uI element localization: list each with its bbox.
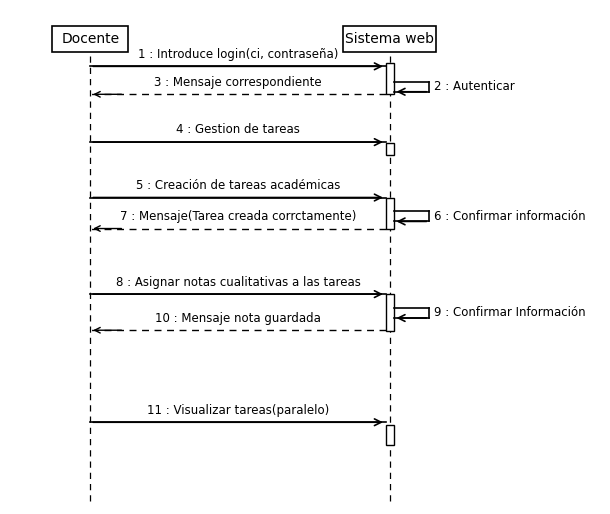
- Text: 8 : Asignar notas cualitativas a las tareas: 8 : Asignar notas cualitativas a las tar…: [116, 276, 361, 288]
- Text: 7 : Mensaje(Tarea creada corrctamente): 7 : Mensaje(Tarea creada corrctamente): [120, 210, 356, 223]
- Text: 1 : Introduce login(ci, contraseña): 1 : Introduce login(ci, contraseña): [138, 48, 338, 61]
- Text: 9 : Confirmar Información: 9 : Confirmar Información: [434, 306, 586, 319]
- Text: 5 : Creación de tareas académicas: 5 : Creación de tareas académicas: [136, 179, 340, 192]
- Text: 6 : Confirmar información: 6 : Confirmar información: [434, 210, 586, 223]
- Bar: [52, 26, 129, 52]
- Text: Sistema web: Sistema web: [345, 32, 434, 46]
- Bar: [386, 142, 393, 155]
- Text: 10 : Mensaje nota guardada: 10 : Mensaje nota guardada: [155, 311, 321, 325]
- Text: 3 : Mensaje correspondiente: 3 : Mensaje correspondiente: [154, 76, 322, 89]
- Text: Docente: Docente: [61, 32, 120, 46]
- Text: 4 : Gestion de tareas: 4 : Gestion de tareas: [176, 123, 300, 137]
- Bar: [386, 63, 393, 94]
- Text: 11 : Visualizar tareas(paralelo): 11 : Visualizar tareas(paralelo): [147, 403, 329, 417]
- Bar: [386, 425, 393, 445]
- Bar: [343, 26, 436, 52]
- Bar: [386, 197, 393, 229]
- Bar: [386, 294, 393, 331]
- Text: 2 : Autenticar: 2 : Autenticar: [434, 80, 514, 93]
